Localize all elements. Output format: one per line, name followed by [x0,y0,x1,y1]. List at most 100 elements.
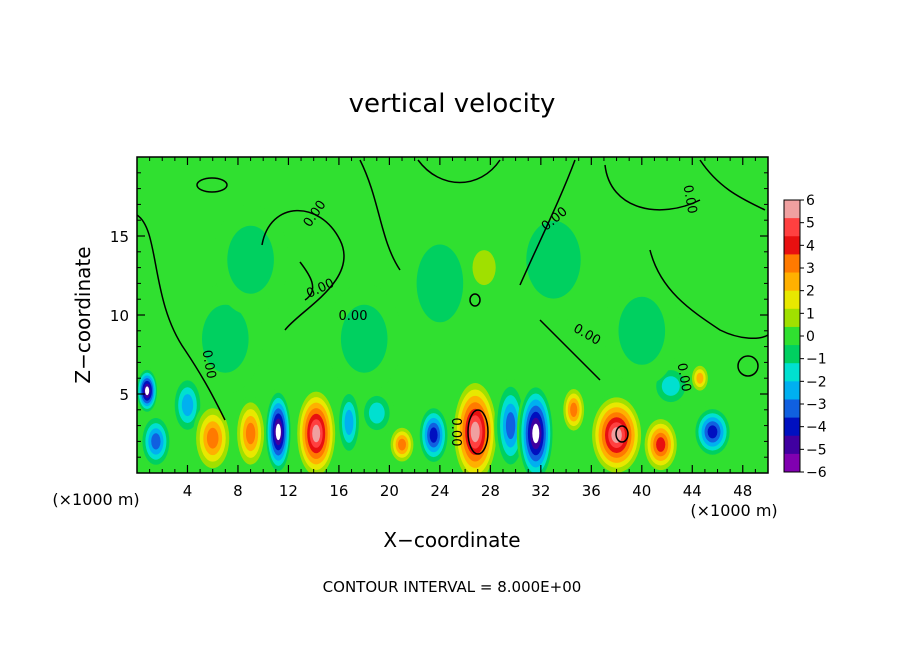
colorbar-swatch [784,435,800,455]
x-tick-label: 16 [329,482,348,500]
colorbar-tick-label: 5 [806,216,815,232]
colorbar-swatch [784,345,800,364]
contour-label: 0.00 [339,309,368,324]
field-blob [181,394,194,417]
field-blob [429,427,438,443]
y-tick-label: 5 [119,386,129,404]
y-tick-label: 15 [110,228,129,246]
field-blob [470,421,480,443]
colorbar-swatch [784,290,800,310]
x-tick-label: 44 [683,482,702,500]
field-blob [151,433,161,450]
field-blob [505,412,516,440]
contour-line [359,159,401,271]
field-blob [275,423,281,441]
contour-line [615,425,629,443]
colorbar-swatch [784,399,800,419]
contour-label: 0.00 [448,418,463,447]
contour-line [649,249,768,340]
chart-title: vertical velocity [349,89,556,119]
contour-line [699,159,766,211]
contour-line [604,164,701,211]
field-blob [398,438,406,451]
contour-line [467,409,489,455]
colorbar-swatch [784,218,800,237]
colorbar-swatch [784,381,800,400]
contour-line [196,177,228,193]
x-tick-label: 40 [632,482,651,500]
x-axis-ticks: 4 8 12 16 20 24 28 32 36 40 44 48 [149,157,756,500]
colorbar-tick-label: −4 [806,420,827,436]
colorbar-swatch [784,417,800,437]
colorbar-swatch [784,200,800,219]
colorbar-tick-label: −5 [806,442,827,458]
colorbar-tick-label: 3 [806,261,815,277]
colorbar-swatch [784,326,800,346]
colorbar-swatch [784,363,800,382]
colorbar: 6 5 4 3 2 1 0 −1 −2 −3 −4 −5 −6 [783,193,827,481]
contour-line [737,355,759,377]
colorbar-tick-label: 6 [806,193,815,209]
x-tick-label: 12 [279,482,298,500]
x-tick-label: 4 [183,482,193,500]
x-tick-label: 24 [430,482,449,500]
colorbar-tick-label: −1 [806,352,827,368]
contour-line [539,319,601,381]
contour-line [469,293,481,307]
zero-contours [137,159,768,455]
x-axis-label: X−coordinate [383,528,520,552]
field-blob [312,424,321,443]
y-tick-label: 10 [110,307,129,325]
field-blob [532,423,540,444]
contour-label: 0.00 [680,184,700,215]
colorbar-swatch [784,236,800,255]
colorbar-tick-label: 2 [806,284,815,300]
contour-label: 0.00 [674,362,694,393]
colorbar-tick-label: 0 [806,329,815,345]
field-blob [227,225,274,294]
x-tick-label: 28 [481,482,500,500]
field-blob [416,244,464,323]
field-blobs [137,196,733,473]
contour-interval-note: CONTOUR INTERVAL = 8.000E+00 [323,578,582,596]
x-tick-label: 48 [733,482,752,500]
field-blob [368,402,385,424]
contour-line [261,209,345,331]
field-blob [661,376,680,396]
x-unit-label: (×1000 m) [690,501,777,520]
field-blob [696,372,704,384]
field-blob [570,402,578,417]
field-blob [344,409,354,435]
y-unit-label: (×1000 m) [52,490,139,509]
x-tick-label: 36 [582,482,601,500]
field-blob [206,427,219,449]
contour-label: 0.00 [199,349,219,380]
colorbar-tick-label: 4 [806,238,815,254]
contour-line [417,159,501,184]
colorbar-tick-label: −3 [806,397,827,413]
y-axis-label: Z−coordinate [71,246,95,383]
field-blob [707,425,718,439]
contour-line [137,214,226,421]
contour-line [299,261,314,301]
colorbar-tick-label: −2 [806,374,827,390]
field-blob [618,296,666,365]
field-blob [145,386,150,396]
field-blob [526,220,581,299]
colorbar-swatch [784,453,800,473]
colorbar-tick-label: −6 [806,465,827,481]
contour-line [519,159,576,286]
colorbar-swatch [784,272,800,292]
y-axis-ticks: 5 10 15 [110,172,768,458]
colorbar-tick-label: 1 [806,306,815,322]
x-tick-label: 8 [233,482,243,500]
colorbar-swatch [784,308,800,328]
colorbar-swatch [784,254,800,274]
field-blob [245,422,256,445]
field-blob [472,250,496,286]
x-tick-label: 32 [531,482,550,500]
field-blob [340,304,388,373]
field-blob [656,437,666,452]
x-tick-label: 20 [380,482,399,500]
